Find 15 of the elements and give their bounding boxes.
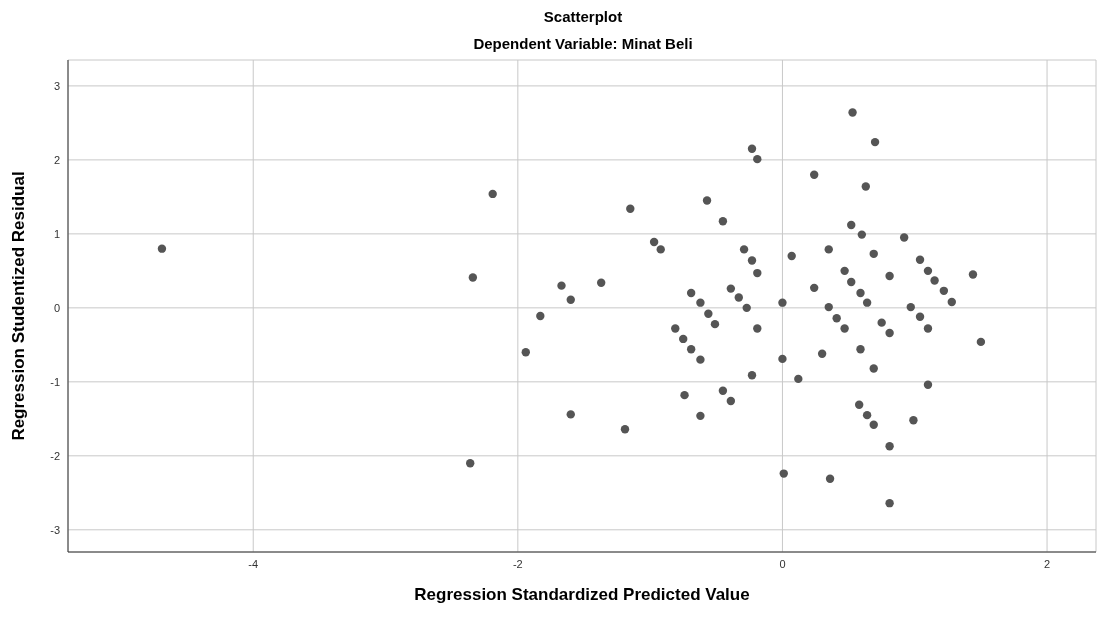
y-tick-label: -2 [50, 449, 60, 462]
y-tick-label: 2 [53, 153, 60, 166]
y-tick-label: -1 [50, 375, 60, 388]
y-tick-label: 3 [53, 79, 60, 92]
x-axis-title: Regression Standardized Predicted Value [414, 585, 750, 604]
x-tick-label: 0 [779, 557, 786, 570]
x-tick-label: -4 [248, 557, 259, 570]
chart-title: Scatterplot [542, 8, 624, 25]
y-tick-label: 1 [53, 227, 60, 240]
x-tick-label: -2 [512, 557, 523, 570]
y-tick-label: 0 [53, 301, 60, 314]
chart-subtitle: Dependent Variable: Minat Beli [472, 35, 694, 52]
y-axis-title: Regression Studentized Residual [9, 171, 29, 441]
x-tick-label: 2 [1043, 557, 1051, 570]
y-tick-label: -3 [50, 523, 60, 536]
